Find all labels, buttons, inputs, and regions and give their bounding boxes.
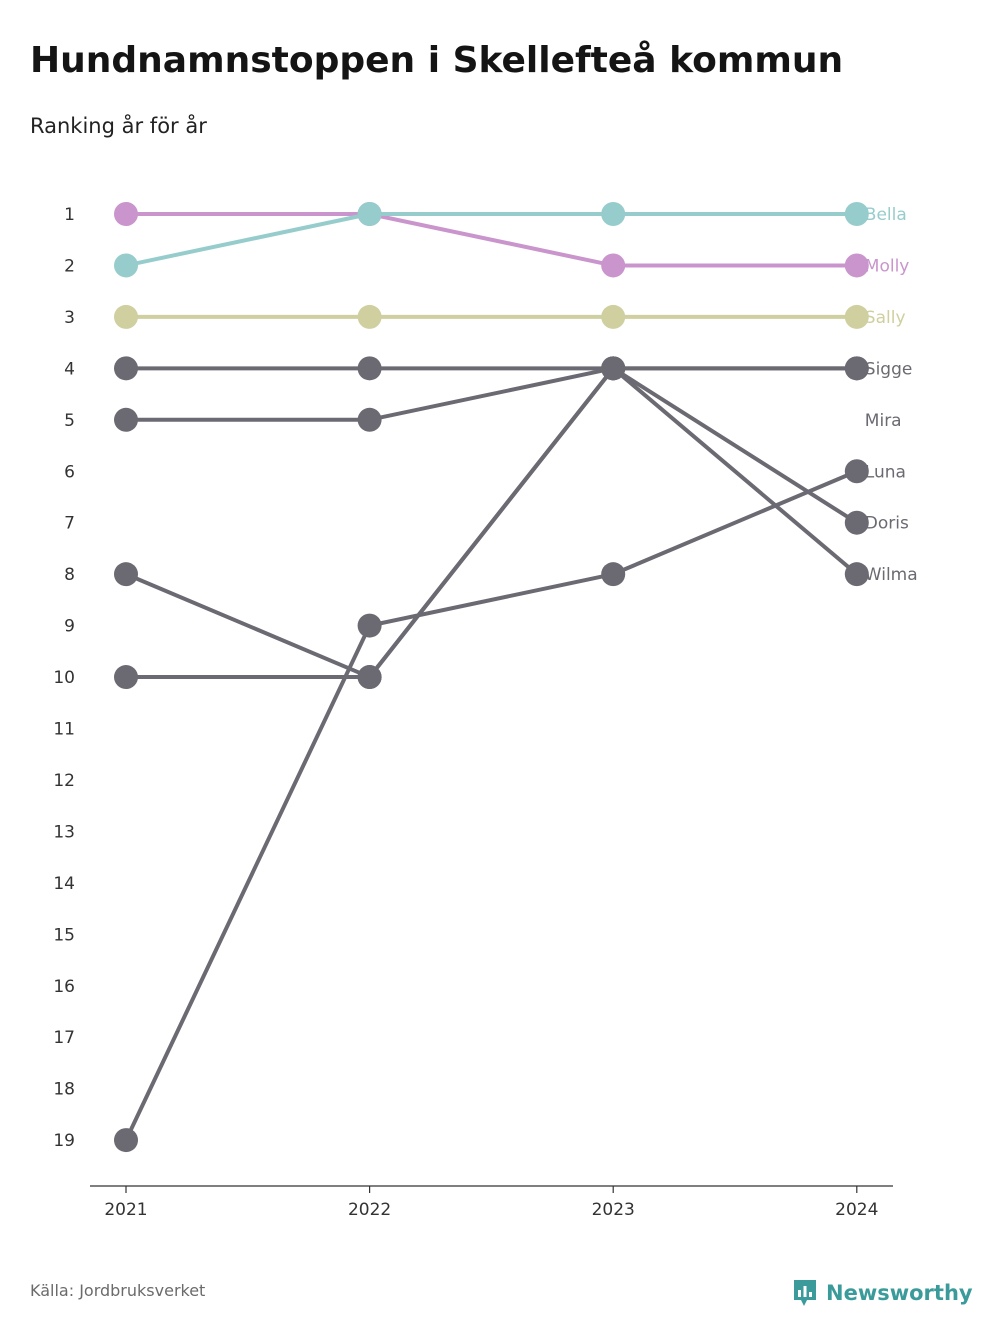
y-tick-label: 12 (53, 771, 75, 791)
series-end-label: Luna (865, 462, 906, 482)
data-point (844, 459, 869, 484)
series-line (124, 366, 859, 525)
x-axis-ticks: 2021 2022 2023 2024 (104, 1186, 878, 1220)
y-tick-label: 17 (53, 1028, 75, 1048)
source-note: Källa: Jordbruksverket (30, 1281, 206, 1300)
series-end-label: Doris (865, 514, 909, 534)
data-point (357, 304, 382, 329)
series-line (124, 469, 859, 1143)
data-point (844, 253, 869, 278)
y-tick-label: 8 (64, 565, 75, 585)
y-tick-label: 10 (53, 668, 75, 688)
y-tick-label: 1 (64, 205, 75, 225)
series-end-label: Molly (865, 256, 910, 276)
series-end-label: Sigge (865, 359, 913, 379)
y-tick-label: 11 (53, 720, 75, 740)
series-points (114, 202, 869, 1153)
data-point (601, 562, 626, 587)
y-tick-label: 14 (53, 874, 75, 894)
data-point (601, 202, 626, 226)
y-tick-label: 16 (53, 977, 75, 997)
data-point (357, 613, 382, 638)
data-point (844, 356, 869, 381)
series-line (124, 366, 859, 680)
data-point (601, 304, 626, 329)
chart-subtitle: Ranking år för år (30, 114, 207, 138)
brand-logo[interactable]: Newsworthy (792, 1278, 973, 1308)
newsworthy-logo-icon (794, 1280, 816, 1306)
chart-title: Hundnamnstoppen i Skellefteå kommun (30, 40, 844, 81)
y-tick-label: 13 (53, 822, 75, 842)
data-point (357, 665, 382, 690)
y-tick-label: 5 (64, 411, 75, 431)
y-tick-label: 19 (53, 1131, 75, 1151)
data-point (114, 253, 138, 278)
series-end-label: Bella (865, 205, 907, 225)
y-tick-label: 18 (53, 1080, 75, 1100)
data-point (114, 665, 138, 690)
y-tick-label: 15 (53, 925, 75, 945)
y-tick-label: 7 (64, 514, 75, 534)
end-labels: Bella Molly Sally Sigge Mira Luna Doris Wilma (865, 205, 918, 585)
y-tick-label: 4 (64, 359, 75, 379)
data-point (844, 304, 869, 329)
y-tick-label: 2 (64, 256, 75, 276)
data-point (601, 356, 626, 381)
series-end-label: Mira (865, 411, 902, 431)
x-tick-label: 2021 (104, 1200, 147, 1220)
data-point (114, 304, 138, 329)
x-tick-label: 2022 (348, 1200, 391, 1220)
data-point (844, 202, 869, 226)
data-point (114, 1128, 138, 1153)
brand-name: Newsworthy (826, 1281, 973, 1305)
data-point (114, 562, 138, 587)
data-point (844, 510, 869, 535)
x-tick-label: 2024 (835, 1200, 878, 1220)
data-point (357, 202, 382, 226)
series-end-label: Wilma (865, 565, 918, 585)
data-point (114, 202, 138, 226)
series-lines (124, 212, 859, 1143)
data-point (114, 356, 138, 381)
series-end-label: Sally (865, 308, 906, 328)
series-line (124, 212, 859, 268)
data-point (357, 407, 382, 432)
y-tick-label: 9 (64, 617, 75, 637)
data-point (114, 407, 138, 432)
x-tick-label: 2023 (592, 1200, 635, 1220)
data-point (601, 253, 626, 278)
y-tick-label: 3 (64, 308, 75, 328)
data-point (357, 356, 382, 381)
y-tick-label: 6 (64, 462, 75, 482)
data-point (844, 562, 869, 587)
series-line (124, 212, 859, 268)
